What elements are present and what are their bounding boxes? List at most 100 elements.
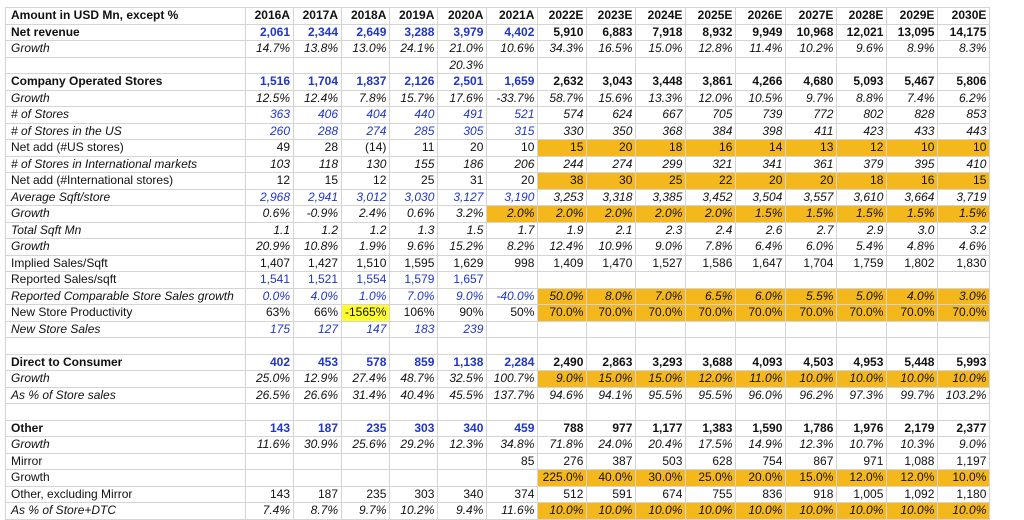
- value-cell[interactable]: 3.0%: [937, 287, 991, 305]
- value-cell[interactable]: 330: [537, 122, 588, 140]
- value-cell[interactable]: [685, 271, 737, 289]
- value-cell[interactable]: [937, 56, 991, 74]
- value-cell[interactable]: 12.0%: [886, 469, 939, 487]
- value-cell[interactable]: 31.4%: [340, 386, 391, 404]
- value-cell[interactable]: 406: [293, 106, 342, 124]
- value-cell[interactable]: 459: [486, 419, 539, 437]
- row-label-cell[interactable]: [5, 56, 246, 74]
- value-cell[interactable]: 9.7%: [340, 502, 391, 520]
- value-cell[interactable]: 2.3: [635, 221, 687, 239]
- value-cell[interactable]: -40.0%: [486, 287, 539, 305]
- year-header-cell[interactable]: 2020A: [437, 7, 488, 25]
- value-cell[interactable]: 106%: [389, 304, 439, 322]
- value-cell[interactable]: 26.6%: [293, 386, 342, 404]
- value-cell[interactable]: [293, 403, 342, 421]
- row-label-cell[interactable]: New Store Sales: [5, 320, 246, 338]
- value-cell[interactable]: 3,448: [635, 73, 687, 91]
- value-cell[interactable]: 50.0%: [537, 287, 588, 305]
- value-cell[interactable]: [785, 56, 838, 74]
- value-cell[interactable]: 30.0%: [635, 469, 687, 487]
- year-header-cell[interactable]: 2027E: [785, 7, 838, 25]
- value-cell[interactable]: 20: [437, 139, 488, 157]
- value-cell[interactable]: [886, 320, 939, 338]
- value-cell[interactable]: 667: [635, 106, 687, 124]
- row-label-cell[interactable]: Average Sqft/store: [5, 188, 246, 206]
- value-cell[interactable]: 12: [245, 172, 294, 190]
- value-cell[interactable]: 66%: [293, 304, 342, 322]
- value-cell[interactable]: 503: [635, 452, 687, 470]
- value-cell[interactable]: 6.2%: [937, 89, 991, 107]
- value-cell[interactable]: [586, 320, 637, 338]
- value-cell[interactable]: 2,490: [537, 353, 588, 371]
- value-cell[interactable]: 755: [685, 485, 737, 503]
- value-cell[interactable]: 624: [586, 106, 637, 124]
- value-cell[interactable]: 853: [937, 106, 991, 124]
- value-cell[interactable]: 2,863: [586, 353, 637, 371]
- value-cell[interactable]: 315: [486, 122, 539, 140]
- value-cell[interactable]: 2.0%: [586, 205, 637, 223]
- value-cell[interactable]: 34.8%: [486, 436, 539, 454]
- value-cell[interactable]: 398: [735, 122, 787, 140]
- year-header-cell[interactable]: 2021A: [486, 7, 539, 25]
- value-cell[interactable]: [836, 337, 888, 355]
- row-label-cell[interactable]: Growth: [5, 370, 246, 388]
- value-cell[interactable]: 1.5%: [735, 205, 787, 223]
- row-label-cell[interactable]: # of Stores: [5, 106, 246, 124]
- value-cell[interactable]: [340, 56, 391, 74]
- value-cell[interactable]: [886, 271, 939, 289]
- value-cell[interactable]: 836: [735, 485, 787, 503]
- value-cell[interactable]: [735, 56, 787, 74]
- value-cell[interactable]: 13.8%: [293, 40, 342, 58]
- row-label-cell[interactable]: Other: [5, 419, 246, 437]
- value-cell[interactable]: 28: [293, 139, 342, 157]
- value-cell[interactable]: 1,759: [836, 254, 888, 272]
- value-cell[interactable]: 187: [293, 485, 342, 503]
- value-cell[interactable]: [886, 403, 939, 421]
- value-cell[interactable]: 1.5%: [836, 205, 888, 223]
- value-cell[interactable]: 70.0%: [785, 304, 838, 322]
- value-cell[interactable]: 34.3%: [537, 40, 588, 58]
- value-cell[interactable]: 18: [836, 172, 888, 190]
- value-cell[interactable]: 3,504: [735, 188, 787, 206]
- value-cell[interactable]: 1,802: [886, 254, 939, 272]
- value-cell[interactable]: 94.1%: [586, 386, 637, 404]
- value-cell[interactable]: 70.0%: [836, 304, 888, 322]
- row-label-cell[interactable]: Total Sqft Mn: [5, 221, 246, 239]
- value-cell[interactable]: 705: [685, 106, 737, 124]
- value-cell[interactable]: 10,968: [785, 23, 838, 41]
- value-cell[interactable]: 1,407: [245, 254, 294, 272]
- value-cell[interactable]: 299: [635, 155, 687, 173]
- value-cell[interactable]: [836, 271, 888, 289]
- value-cell[interactable]: 8.0%: [586, 287, 637, 305]
- value-cell[interactable]: 1,579: [389, 271, 439, 289]
- value-cell[interactable]: [836, 403, 888, 421]
- value-cell[interactable]: 739: [735, 106, 787, 124]
- row-label-cell[interactable]: [5, 337, 246, 355]
- year-header-cell[interactable]: 2018A: [340, 7, 391, 25]
- value-cell[interactable]: 3,293: [635, 353, 687, 371]
- value-cell[interactable]: 6,883: [586, 23, 637, 41]
- value-cell[interactable]: [586, 403, 637, 421]
- value-cell[interactable]: 26.5%: [245, 386, 294, 404]
- row-label-cell[interactable]: Growth: [5, 205, 246, 223]
- value-cell[interactable]: 10: [937, 139, 991, 157]
- value-cell[interactable]: [245, 56, 294, 74]
- value-cell[interactable]: 225.0%: [537, 469, 588, 487]
- value-cell[interactable]: 350: [586, 122, 637, 140]
- value-cell[interactable]: [836, 320, 888, 338]
- value-cell[interactable]: 5.4%: [836, 238, 888, 256]
- value-cell[interactable]: 15.6%: [586, 89, 637, 107]
- value-cell[interactable]: [937, 271, 991, 289]
- value-cell[interactable]: 187: [293, 419, 342, 437]
- value-cell[interactable]: 4.8%: [886, 238, 939, 256]
- value-cell[interactable]: 341: [735, 155, 787, 173]
- value-cell[interactable]: 25.0%: [685, 469, 737, 487]
- value-cell[interactable]: 5,448: [886, 353, 939, 371]
- value-cell[interactable]: 103: [245, 155, 294, 173]
- value-cell[interactable]: 1,704: [293, 73, 342, 91]
- value-cell[interactable]: 3,190: [486, 188, 539, 206]
- value-cell[interactable]: 10.6%: [486, 40, 539, 58]
- value-cell[interactable]: 10.5%: [735, 89, 787, 107]
- value-cell[interactable]: 9.0%: [437, 287, 488, 305]
- value-cell[interactable]: 12: [836, 139, 888, 157]
